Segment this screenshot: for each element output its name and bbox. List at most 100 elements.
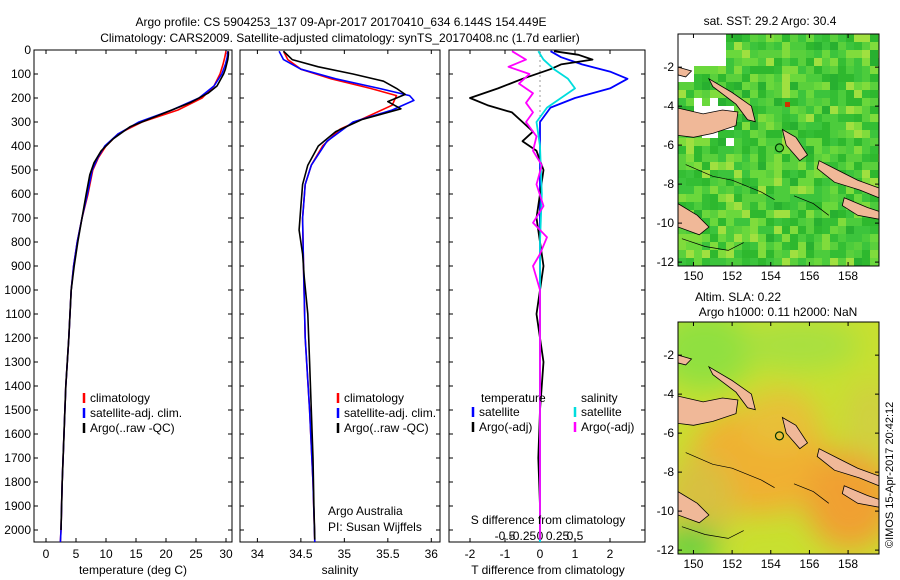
reef-contour	[681, 526, 744, 539]
salinity-plot-frame	[239, 49, 441, 543]
map-y-tick-label: -6	[663, 426, 674, 440]
depth-tick-label: 800	[11, 235, 31, 249]
x-tick-label: 34	[251, 547, 265, 561]
x-tick-label: 34.5	[289, 547, 313, 561]
map-x-tick-label: 156	[799, 557, 819, 571]
map-x-tick-label: 152	[722, 557, 742, 571]
map-y-tick-label: -2	[663, 60, 674, 74]
depth-tick-label: 1000	[4, 283, 31, 297]
temperature-plot-frame	[33, 49, 233, 543]
series-line-salinity-argo-adj-	[507, 50, 548, 540]
map-x-tick-label: 158	[838, 557, 858, 571]
depth-tick-label: 700	[11, 211, 31, 225]
sla-map-ticks: 150 152 154 156 158 -2 -4 -6 -8 -10 -12	[657, 322, 879, 571]
map-y-tick-label: -6	[663, 138, 674, 152]
x-tick-label: 5	[73, 547, 80, 561]
land-polygon	[841, 485, 879, 508]
sst-map-frame	[677, 33, 880, 267]
temperature-axis-label: temperature (deg C)	[79, 563, 187, 577]
depth-tick-label: 500	[11, 163, 31, 177]
depth-tick-label: 1800	[4, 475, 31, 489]
reef-contour	[685, 164, 775, 201]
title-line-2: Climatology: CARS2009. Satellite-adjuste…	[100, 31, 580, 45]
series-line-argo-raw-qc-	[282, 50, 407, 540]
land-polygon	[678, 203, 710, 236]
land-polygon	[781, 128, 809, 162]
legend-label: Argo(..raw -QC)	[90, 421, 175, 435]
depth-tick-label: 1900	[4, 499, 31, 513]
map-x-tick-label: 154	[761, 269, 781, 283]
map-y-tick-label: -4	[663, 99, 674, 113]
legend-label: satellite-adj. clim.	[344, 406, 436, 420]
map-y-tick-label: -12	[657, 255, 675, 269]
title-line-1: Argo profile: CS 5904253_137 09-Apr-2017…	[136, 15, 547, 29]
difference-series	[469, 50, 629, 542]
x-tick-label: 15	[129, 547, 143, 561]
sst-map-panel: sat. SST: 29.2 Argo: 30.4 150 152 154 156 15…	[657, 14, 880, 283]
map-x-tick-label: 158	[838, 269, 858, 283]
x-tick-label: -2	[465, 547, 476, 561]
temperature-axis-ticks: 0 5 10 15 20 25 30	[43, 50, 233, 561]
map-y-tick-label: -8	[663, 177, 674, 191]
depth-tick-label: 400	[11, 139, 31, 153]
series-line-climatology	[282, 50, 398, 542]
land-polygon	[678, 66, 693, 78]
depth-tick-label: 1500	[4, 403, 31, 417]
series-line-salinity-satellite	[535, 50, 576, 542]
depth-tick-label: 900	[11, 259, 31, 273]
sla-map-frame	[677, 321, 880, 555]
reef-contour	[685, 452, 775, 489]
depth-tick-label: 1300	[4, 355, 31, 369]
land-polygon	[678, 395, 739, 426]
x-tick-label: 36	[425, 547, 439, 561]
land-polygon	[707, 77, 756, 123]
series-line-temperature-argo-adj-	[469, 50, 594, 540]
x-tick-label: 35.5	[376, 547, 400, 561]
sst-land-mask	[678, 66, 879, 251]
sla-map-title-1: Altim. SLA: 0.22	[695, 290, 781, 304]
x-tick-label: 0	[537, 547, 544, 561]
sst-map-field	[678, 34, 879, 266]
sla-map-panel: Altim. SLA: 0.22 Argo h1000: 0.11 h2000:…	[657, 290, 880, 571]
series-line-argo-raw-qc-	[60, 51, 230, 531]
depth-tick-label: 0	[24, 43, 31, 57]
depth-tick-label: 100	[11, 67, 31, 81]
x-tick-label: 20	[159, 547, 173, 561]
t-difference-axis-label: T difference from climatology	[471, 563, 625, 577]
difference-depth-ticks	[449, 49, 645, 531]
depth-tick-label: 600	[11, 187, 31, 201]
legend-label: satellite	[479, 405, 520, 419]
x-tick-label: 35	[338, 547, 352, 561]
salinity-depth-ticks	[240, 49, 440, 531]
x-tick-label: -1	[500, 547, 511, 561]
depth-tick-label: 1100	[5, 307, 31, 321]
land-polygon	[816, 448, 879, 487]
difference-plot-frame	[448, 49, 646, 543]
annotation-argo-australia: Argo Australia	[328, 504, 403, 518]
temperature-panel: 0100200300400500600700800900100011001200…	[4, 43, 233, 577]
salinity-panel: 34 34.5 35 35.5 36 salinity climatologysatel…	[239, 49, 441, 577]
s-diff-tick-label: 0.5	[567, 529, 584, 543]
map-x-tick-label: 156	[799, 269, 819, 283]
x-tick-label: 25	[189, 547, 203, 561]
series-line-satellite-adj-clim-	[59, 51, 229, 542]
depth-tick-label: 1200	[4, 331, 31, 345]
depth-tick-label: 200	[11, 91, 31, 105]
map-x-tick-label: 154	[761, 557, 781, 571]
s-diff-tick-label: 0.25	[546, 529, 570, 543]
legend-label: climatology	[344, 391, 404, 405]
map-x-tick-label: 150	[683, 269, 703, 283]
depth-tick-label: 1600	[4, 427, 31, 441]
sst-map-title: sat. SST: 29.2 Argo: 30.4	[704, 14, 837, 28]
legend-label: satellite	[581, 405, 622, 419]
sla-argo-location-marker	[774, 431, 785, 441]
legend-temperature-title: temperature	[481, 391, 546, 405]
land-polygon	[678, 491, 710, 524]
x-tick-label: 1	[572, 547, 579, 561]
sla-map-field	[678, 322, 879, 554]
series-line-satellite-adj-clim-	[278, 50, 415, 542]
